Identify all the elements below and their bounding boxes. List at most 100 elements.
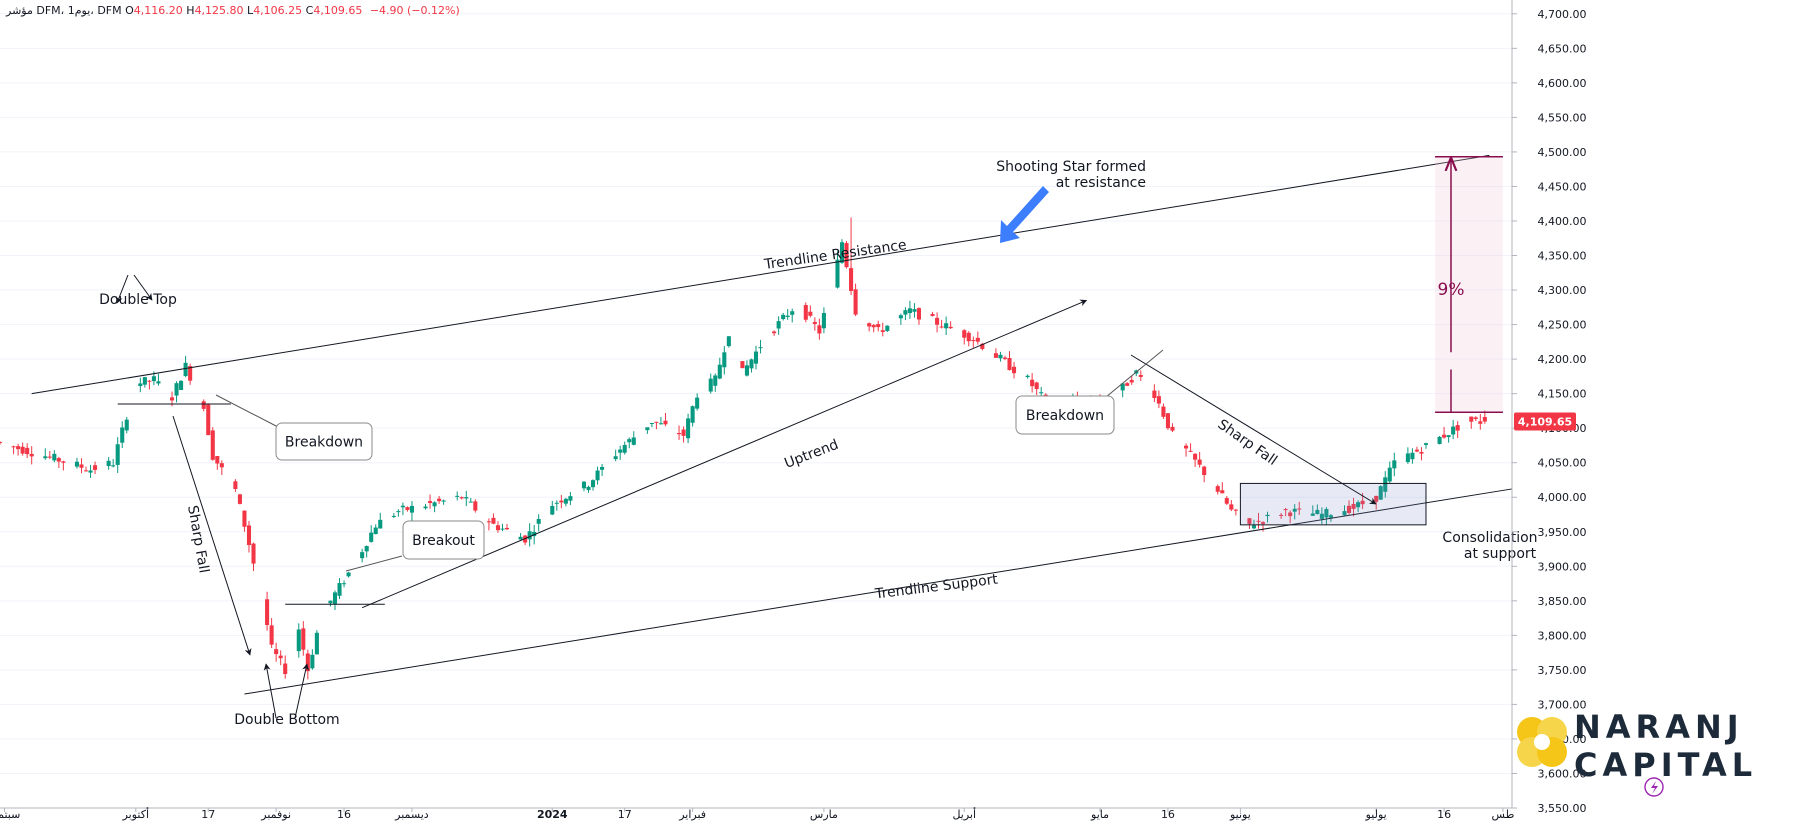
current-price-tag: [1514, 412, 1576, 431]
candle-body: [1138, 374, 1143, 377]
candle-body: [1039, 392, 1044, 394]
candle-body: [120, 427, 125, 443]
trendline-support-label: Trendline Support: [873, 572, 999, 603]
double-top-arrow-right: [133, 274, 153, 301]
close-value: 4,109.65: [313, 4, 363, 17]
candle-body: [1310, 513, 1315, 516]
candle-body: [939, 326, 944, 328]
candle-body: [1129, 379, 1134, 383]
candle-body: [332, 592, 338, 604]
candle-body: [1410, 452, 1415, 460]
price-tick-label: 4,200.00: [1538, 353, 1587, 366]
candle-body: [835, 259, 840, 288]
candle-body: [1423, 443, 1429, 445]
candle-body: [790, 311, 795, 315]
candle-body: [844, 243, 849, 268]
time-tick-label: 16: [1437, 808, 1451, 821]
candle-body: [1482, 416, 1487, 422]
candle-body: [201, 401, 206, 409]
candle-body: [1030, 379, 1035, 387]
candle-body: [586, 486, 591, 491]
candle-body: [962, 330, 967, 338]
price-tick-label: 4,300.00: [1538, 284, 1587, 297]
candle-body: [74, 461, 79, 467]
candle-body: [1351, 503, 1356, 509]
candle-body: [1478, 421, 1483, 424]
candle-body: [1405, 453, 1410, 463]
candle-body: [396, 511, 401, 513]
candle-body: [1220, 490, 1225, 494]
candle-body: [898, 315, 903, 319]
candle-body: [713, 375, 718, 386]
candle-body: [980, 343, 985, 349]
candle-body: [595, 470, 600, 481]
time-tick-label: أكتوبر: [122, 807, 149, 821]
price-tick-label: 4,350.00: [1538, 250, 1587, 263]
breakout-box: [402, 520, 485, 560]
logo-mark-icon: [1517, 717, 1567, 767]
candle-body: [500, 528, 505, 530]
candle-body: [346, 572, 351, 577]
candle-body: [1170, 426, 1175, 431]
change-value: −4.90 (−0.12%): [369, 4, 460, 17]
candle-body: [627, 439, 632, 443]
candle-body: [568, 496, 573, 501]
candle-body: [1473, 417, 1478, 419]
shooting-star-label-1: Shooting Star formed: [996, 159, 1146, 175]
time-tick-label: يوليو: [1365, 808, 1387, 821]
candle-body: [681, 429, 686, 436]
candle-body: [554, 502, 559, 504]
candle-body: [310, 654, 315, 669]
lightning-icon: [1644, 777, 1664, 797]
candle-body: [409, 505, 414, 513]
price-tick-label: 4,550.00: [1538, 111, 1587, 124]
lightning-glyph-icon: [1651, 781, 1658, 794]
sharp-fall-arrow-1: [172, 415, 252, 656]
price-tick-label: 4,450.00: [1538, 180, 1587, 193]
candle-body: [618, 449, 623, 453]
consolidation-label-2: at support: [1464, 546, 1537, 562]
candle-body: [459, 497, 464, 499]
candle-body: [948, 326, 953, 329]
open-value: 4,116.20: [133, 4, 183, 17]
breakdown-2-label: Breakdown: [1026, 408, 1104, 424]
candle-body: [944, 323, 949, 329]
low-key: L: [247, 4, 254, 17]
time-tick-label: 16: [1161, 808, 1175, 821]
candle-body: [600, 466, 605, 470]
double-top-label: Double Top: [99, 292, 177, 308]
logo-word-1: NARANJ: [1574, 708, 1744, 746]
high-value: 4,125.80: [194, 4, 244, 17]
symbol-info-bar: مؤشر DFM، 1يوم، DFM O4,116.20 H4,125.80 …: [6, 4, 460, 17]
candle-body: [156, 381, 161, 384]
candle-body: [1297, 508, 1302, 510]
candle-body: [1007, 357, 1012, 371]
candle-body: [677, 433, 682, 435]
candle-body: [52, 453, 57, 461]
time-tick-label: يونيو: [1229, 808, 1251, 821]
open-key: O: [125, 4, 134, 17]
symbol-label[interactable]: مؤشر DFM، 1يوم، DFM: [6, 4, 122, 17]
candle-body: [1265, 514, 1270, 517]
candle-body: [1011, 366, 1017, 374]
candle-body: [369, 532, 374, 542]
candle-body: [138, 383, 143, 387]
candle-body: [871, 324, 876, 328]
time-tick-label: 2024: [537, 808, 568, 821]
candle-body: [432, 502, 437, 507]
candle-body: [29, 453, 34, 457]
price-tick-label: 3,950.00: [1538, 526, 1587, 539]
price-tick-label: 3,550.00: [1538, 802, 1587, 815]
shooting-star-label-2: at resistance: [1056, 175, 1146, 191]
candle-body: [1215, 486, 1220, 492]
candle-body: [174, 383, 179, 396]
candle-body: [803, 305, 808, 320]
candle-body: [111, 465, 116, 467]
candle-body: [1360, 500, 1365, 505]
candle-body: [695, 397, 700, 409]
candle-body: [907, 308, 912, 313]
time-tick-label: فبراير: [678, 808, 706, 821]
double-bottom-arrow-left: [263, 663, 277, 719]
candle-body: [360, 552, 365, 559]
